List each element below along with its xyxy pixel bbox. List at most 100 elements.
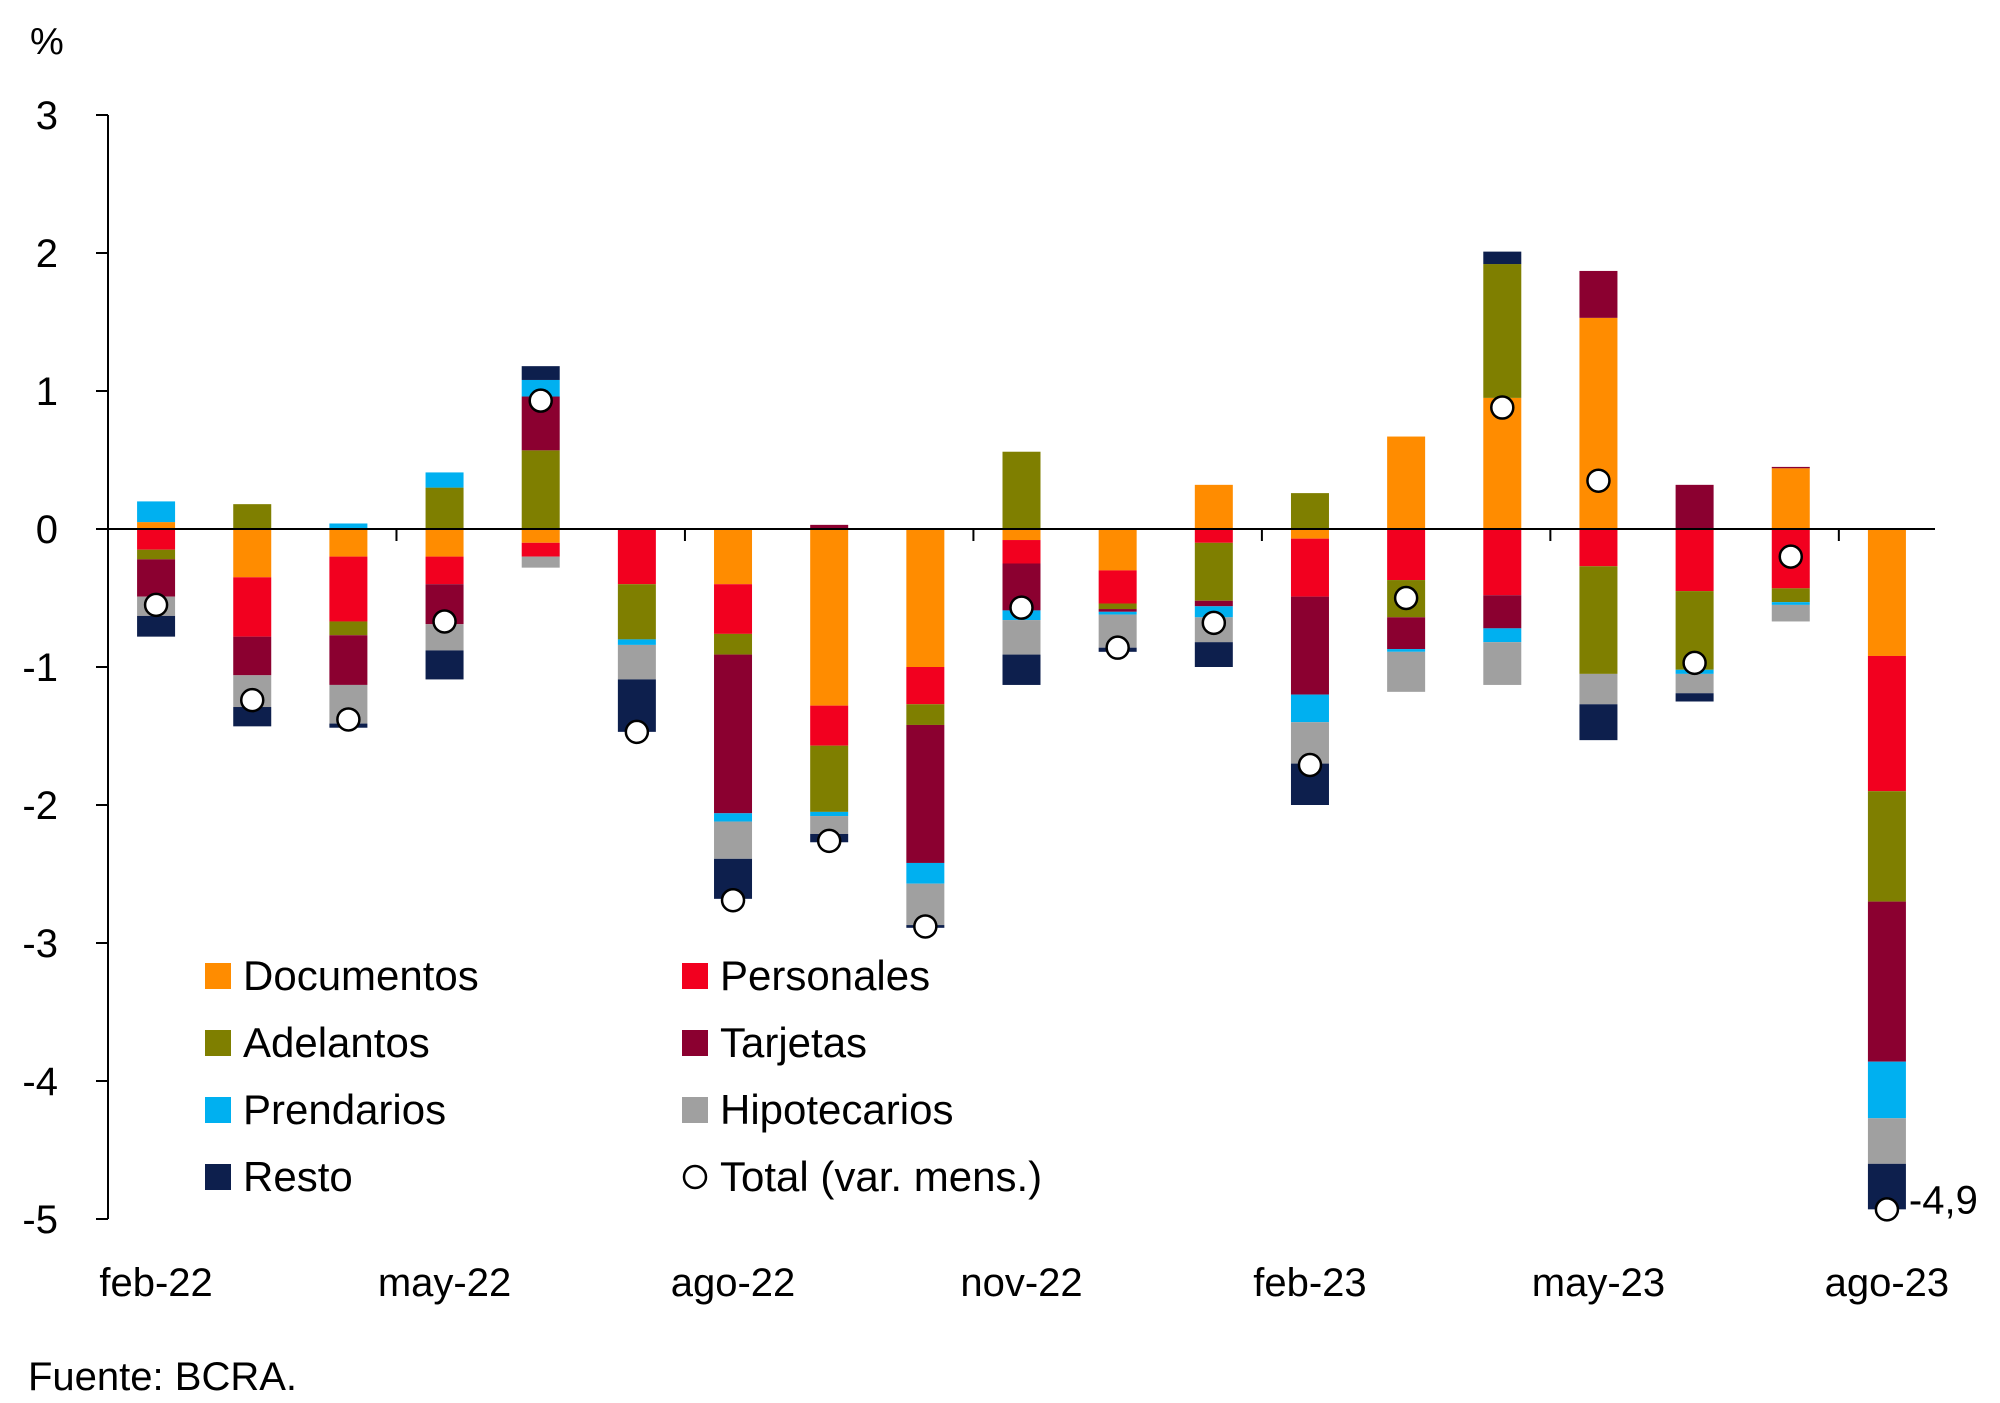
- bar-segment-adelantos: [810, 745, 849, 812]
- bar-segment-adelantos: [906, 704, 945, 725]
- bar-segment-adelantos: [714, 633, 753, 655]
- bar-segment-adelantos: [1194, 542, 1233, 601]
- bar-segment-prendarios: [1098, 611, 1137, 615]
- bar-segment-hipotecarios: [1867, 1118, 1906, 1164]
- bar-segment-documentos: [1098, 529, 1137, 571]
- bar-segment-personales: [1290, 538, 1329, 597]
- bar-segment-personales: [1675, 529, 1714, 592]
- y-tick-label: -2: [22, 784, 58, 828]
- legend-swatch: [205, 1164, 231, 1190]
- bar-segment-personales: [1483, 529, 1522, 596]
- bar-segment-prendarios: [906, 862, 945, 884]
- total-point: [143, 592, 169, 618]
- total-point: [1009, 595, 1034, 620]
- bar-segment-documentos: [1867, 529, 1906, 656]
- bar-segment-prendarios: [1387, 649, 1426, 652]
- bar-segment-tarjetas: [1194, 600, 1233, 607]
- total-point: [1105, 635, 1130, 660]
- bar-segment-adelantos: [233, 504, 272, 529]
- bar-segment-tarjetas: [1387, 617, 1426, 650]
- y-tick-label: 2: [36, 232, 58, 276]
- total-point: [1778, 544, 1804, 569]
- y-tick-label: -4: [22, 1060, 58, 1104]
- total-point: [1682, 650, 1707, 676]
- total-point: [1297, 752, 1323, 778]
- total-point: [720, 887, 746, 913]
- bar-segment-tarjetas: [1483, 595, 1522, 629]
- bar-segment-adelantos: [1867, 791, 1906, 902]
- bar-segment-hipotecarios: [1002, 620, 1041, 655]
- y-tick-label: 0: [36, 508, 58, 552]
- bar-segment-tarjetas: [810, 524, 849, 529]
- total-point: [528, 388, 553, 413]
- x-tick-label: ago-23: [1825, 1261, 1950, 1305]
- bar-segment-resto: [1002, 654, 1041, 685]
- bar-segment-adelantos: [137, 549, 176, 560]
- x-tick-label: nov-22: [960, 1261, 1082, 1305]
- bar-segment-documentos: [329, 529, 368, 557]
- x-tick-label: may-22: [378, 1261, 511, 1305]
- bar-segment-personales: [1579, 529, 1618, 567]
- bar-segment-documentos: [714, 529, 753, 585]
- bar-segment-personales: [137, 529, 176, 550]
- total-markers: [143, 388, 1900, 1222]
- legend-label: Personales: [720, 952, 930, 999]
- bar-segment-prendarios: [425, 472, 464, 488]
- y-tick-label: 1: [36, 370, 58, 414]
- bar-segment-prendarios: [617, 639, 656, 645]
- bar-segment-adelantos: [521, 450, 560, 529]
- bar-segment-personales: [617, 529, 656, 585]
- y-tick-label: 3: [36, 94, 58, 138]
- y-tick-label: -1: [22, 646, 58, 690]
- legend-label: Hipotecarios: [720, 1086, 953, 1133]
- bar-segment-resto: [1675, 693, 1714, 702]
- bar-segment-personales: [810, 705, 849, 746]
- bar-segment-documentos: [425, 529, 464, 557]
- bar-segment-resto: [1579, 704, 1618, 741]
- bar-segment-documentos: [1290, 529, 1329, 539]
- bar-segment-adelantos: [1483, 264, 1522, 398]
- y-axis-unit: %: [30, 21, 64, 63]
- bar-segment-personales: [1387, 529, 1426, 581]
- bar-segment-hipotecarios: [1387, 651, 1426, 692]
- legend-label: Prendarios: [243, 1086, 446, 1133]
- bar-segment-resto: [1483, 251, 1522, 265]
- bar-segment-resto: [1194, 642, 1233, 667]
- total-point: [913, 914, 938, 939]
- bar-segment-prendarios: [1483, 628, 1522, 643]
- bar-segment-tarjetas: [137, 559, 176, 597]
- legend-swatch: [205, 963, 231, 989]
- bar-segment-hipotecarios: [1579, 673, 1618, 705]
- legend: Documentos Personales Adelantos Tarjetas Pre…: [205, 952, 1042, 1200]
- bar-segment-personales: [1867, 655, 1906, 792]
- legend-swatch: [682, 1097, 708, 1123]
- bar-segment-prendarios: [714, 813, 753, 822]
- bar-segment-documentos: [1771, 468, 1810, 529]
- total-point: [1393, 585, 1419, 611]
- bar-segment-tarjetas: [1867, 901, 1906, 1062]
- bar-segment-personales: [425, 556, 464, 585]
- bar-segment-documentos: [906, 529, 945, 667]
- bar-segment-personales: [521, 542, 560, 557]
- source-note: Fuente: BCRA.: [28, 1355, 297, 1399]
- y-axis-ticks: 3 2 1 0 -1 -2 -3 -4 -5: [22, 94, 108, 1242]
- bar-segment-resto: [137, 615, 176, 637]
- bar-segment-resto: [233, 707, 272, 727]
- bar-segment-documentos: [1194, 484, 1233, 529]
- bar-segment-hipotecarios: [617, 644, 656, 680]
- legend-swatch: [205, 1030, 231, 1056]
- bar-segment-prendarios: [1290, 694, 1329, 723]
- bar-segment-documentos: [810, 529, 849, 706]
- bar-segment-adelantos: [1098, 603, 1137, 610]
- bar-segment-personales: [329, 556, 368, 622]
- total-point: [1201, 610, 1227, 636]
- bar-segment-prendarios: [1771, 602, 1810, 605]
- bar-segment-hipotecarios: [521, 556, 560, 568]
- legend-label: Total (var. mens.): [720, 1153, 1042, 1200]
- bar-segment-adelantos: [1002, 451, 1041, 529]
- bar-segment-personales: [1002, 540, 1041, 564]
- bar-segment-adelantos: [1771, 588, 1810, 603]
- legend-swatch: [682, 1030, 708, 1056]
- legend-label: Resto: [243, 1153, 353, 1200]
